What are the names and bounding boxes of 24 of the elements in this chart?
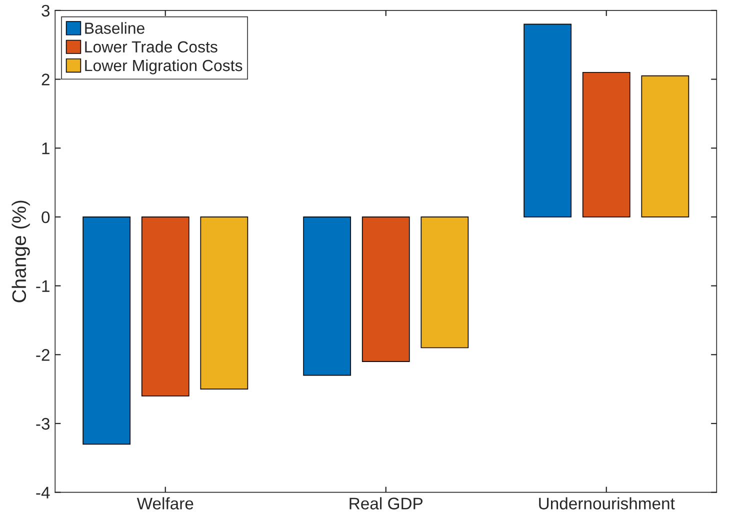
y-tick-label: -2 [36, 349, 50, 361]
x-tick-label: Real GDP [350, 497, 423, 510]
legend-label: Baseline [85, 22, 144, 34]
bar [200, 216, 248, 390]
x-tick-label: Welfare [136, 497, 194, 510]
bar [420, 216, 469, 348]
bar [303, 216, 352, 376]
y-tick-label: -1 [36, 280, 50, 292]
y-tick-label: 2 [42, 74, 50, 86]
bar [641, 75, 690, 218]
y-tick-label: 0 [42, 211, 50, 224]
y-tick-label: -4 [36, 486, 50, 498]
y-tick-label: 3 [42, 4, 50, 17]
bar [362, 216, 410, 362]
bar [141, 216, 190, 396]
legend-label: Lower Migration Costs [85, 59, 242, 74]
x-tick-label: Undernourishment [539, 497, 675, 510]
bar [524, 24, 572, 218]
legend-label: Lower Trade Costs [85, 40, 218, 53]
bar [582, 72, 630, 218]
y-axis-title: Change (%) [12, 200, 30, 302]
y-tick-label: -3 [36, 418, 50, 430]
y-tick-label: 1 [42, 142, 50, 154]
bar [82, 216, 131, 445]
